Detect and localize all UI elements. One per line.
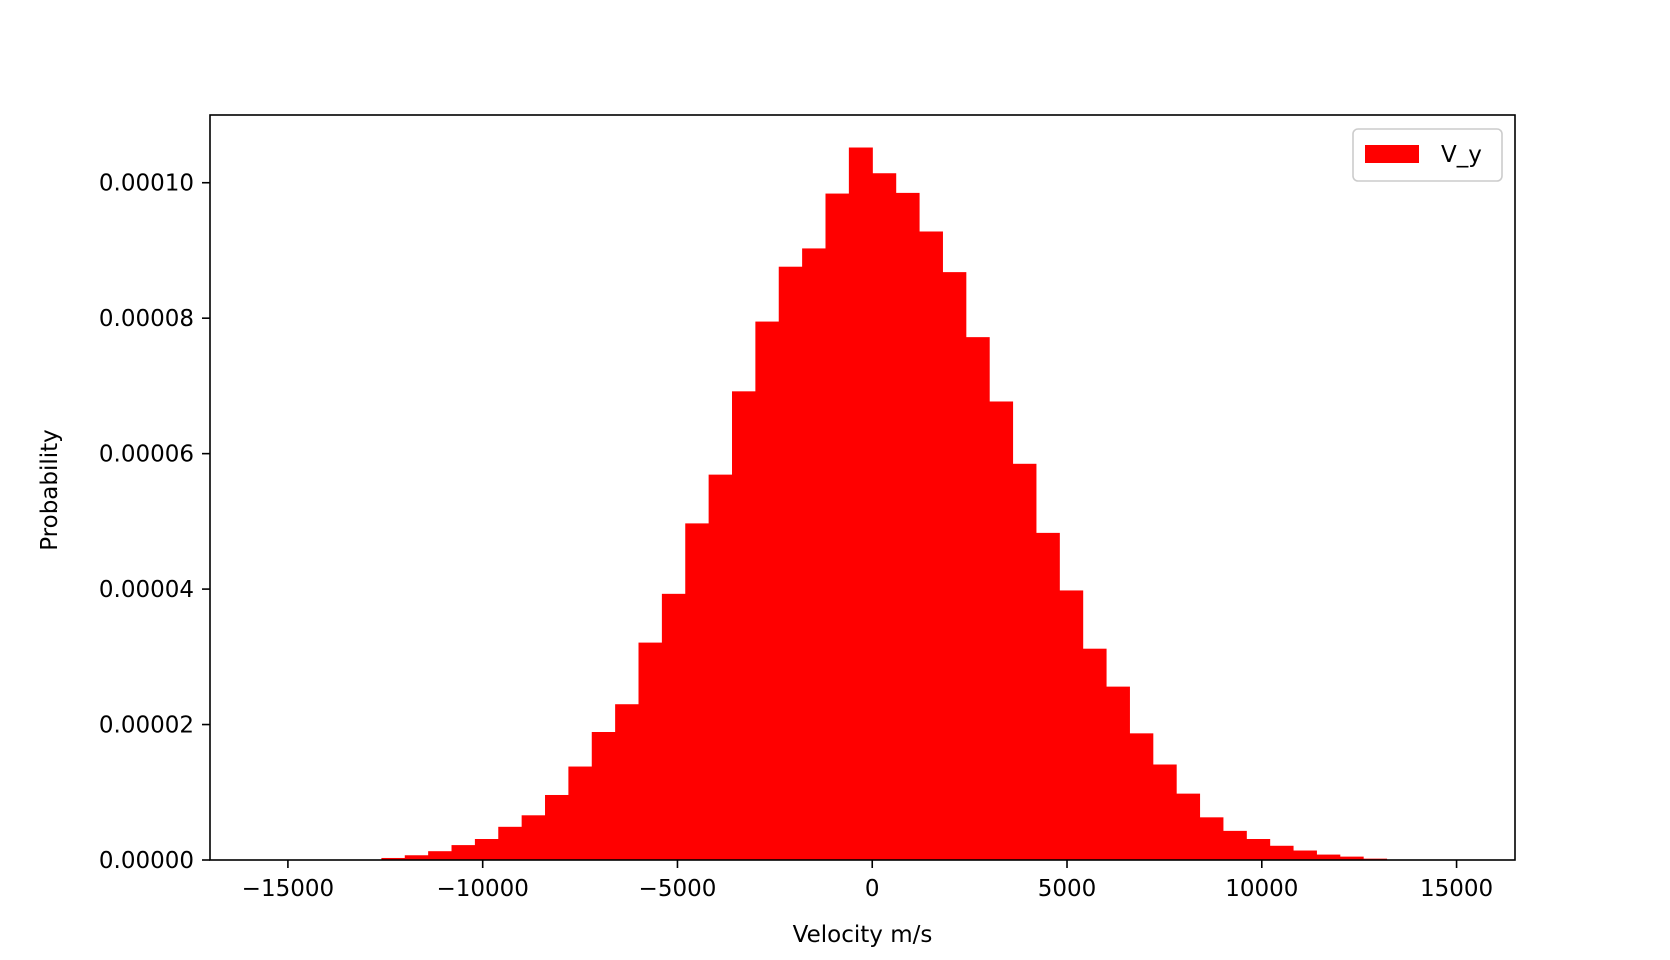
histogram-bar (989, 401, 1014, 860)
histogram-bar (895, 192, 920, 861)
x-tick-label: 10000 (1225, 876, 1298, 902)
legend: V_y (1352, 128, 1503, 182)
histogram-bar (1246, 839, 1271, 860)
histogram-bar (545, 794, 569, 860)
histogram-bar (802, 248, 827, 860)
histogram-bar (568, 766, 593, 860)
histogram-bar (1152, 764, 1177, 860)
histogram-bar (1339, 856, 1364, 860)
histogram-bar (381, 857, 406, 860)
histogram-bar (825, 193, 850, 861)
histogram-bar (872, 173, 897, 860)
histogram-bar (638, 642, 663, 860)
legend-label: V_y (1441, 142, 1482, 168)
x-tick-label: 5000 (1038, 876, 1097, 902)
legend-box (1352, 128, 1503, 182)
histogram-bar (708, 474, 733, 860)
y-axis-title: Probability (37, 429, 63, 551)
y-tick-label: 0.00010 (99, 171, 194, 197)
y-tick-label: 0.00008 (99, 306, 194, 332)
y-axis-ticks: 0.00000 0.00002 0.00004 0.00006 0.00008 0.000… (99, 171, 210, 874)
histogram-bar (942, 272, 967, 860)
histogram-bar (521, 815, 546, 860)
x-tick-label: −5000 (639, 876, 717, 902)
y-tick-label: 0.00002 (99, 713, 194, 739)
histogram-bar (848, 147, 873, 860)
histogram-bar (451, 845, 476, 860)
histogram-bar (965, 337, 990, 860)
y-tick-label: 0.00004 (99, 577, 194, 603)
x-axis-title: Velocity m/s (793, 922, 933, 948)
y-tick-label: 0.00006 (99, 442, 194, 468)
histogram-bars (381, 147, 1388, 861)
histogram-bar (591, 731, 616, 860)
histogram-bar (1199, 817, 1224, 860)
histogram-bar (404, 855, 429, 860)
x-tick-label: −10000 (436, 876, 528, 902)
histogram-bar (1222, 830, 1247, 860)
histogram-bar (918, 231, 943, 860)
histogram-bar (732, 391, 756, 860)
histogram-bar (1035, 532, 1060, 860)
plot-frame (209, 114, 1516, 861)
histogram-bar (661, 593, 686, 860)
histogram-bar (1129, 733, 1154, 860)
histogram-bar (498, 826, 523, 860)
histogram-bar (685, 523, 710, 860)
histogram-bar (1082, 648, 1107, 860)
histogram-bar (778, 266, 803, 860)
histogram-bar (615, 704, 640, 860)
histogram-bar (1012, 463, 1037, 860)
histogram-bar (1292, 850, 1317, 860)
histogram-bar (474, 839, 499, 860)
histogram-bar (1269, 845, 1294, 860)
x-tick-label: 15000 (1420, 876, 1493, 902)
x-tick-label: 0 (865, 876, 880, 902)
y-tick-label: 0.00000 (99, 848, 194, 874)
histogram-bar (755, 321, 780, 860)
x-tick-label: −15000 (242, 876, 334, 902)
legend-swatch (1365, 145, 1419, 163)
histogram-bar (1105, 686, 1130, 860)
x-axis-ticks: −15000 −10000 −5000 0 5000 10000 15000 (242, 860, 1493, 902)
histogram-bar (1316, 854, 1341, 860)
histogram-bar (1059, 590, 1084, 860)
histogram-bar (428, 851, 453, 860)
histogram-bar (1176, 793, 1201, 860)
